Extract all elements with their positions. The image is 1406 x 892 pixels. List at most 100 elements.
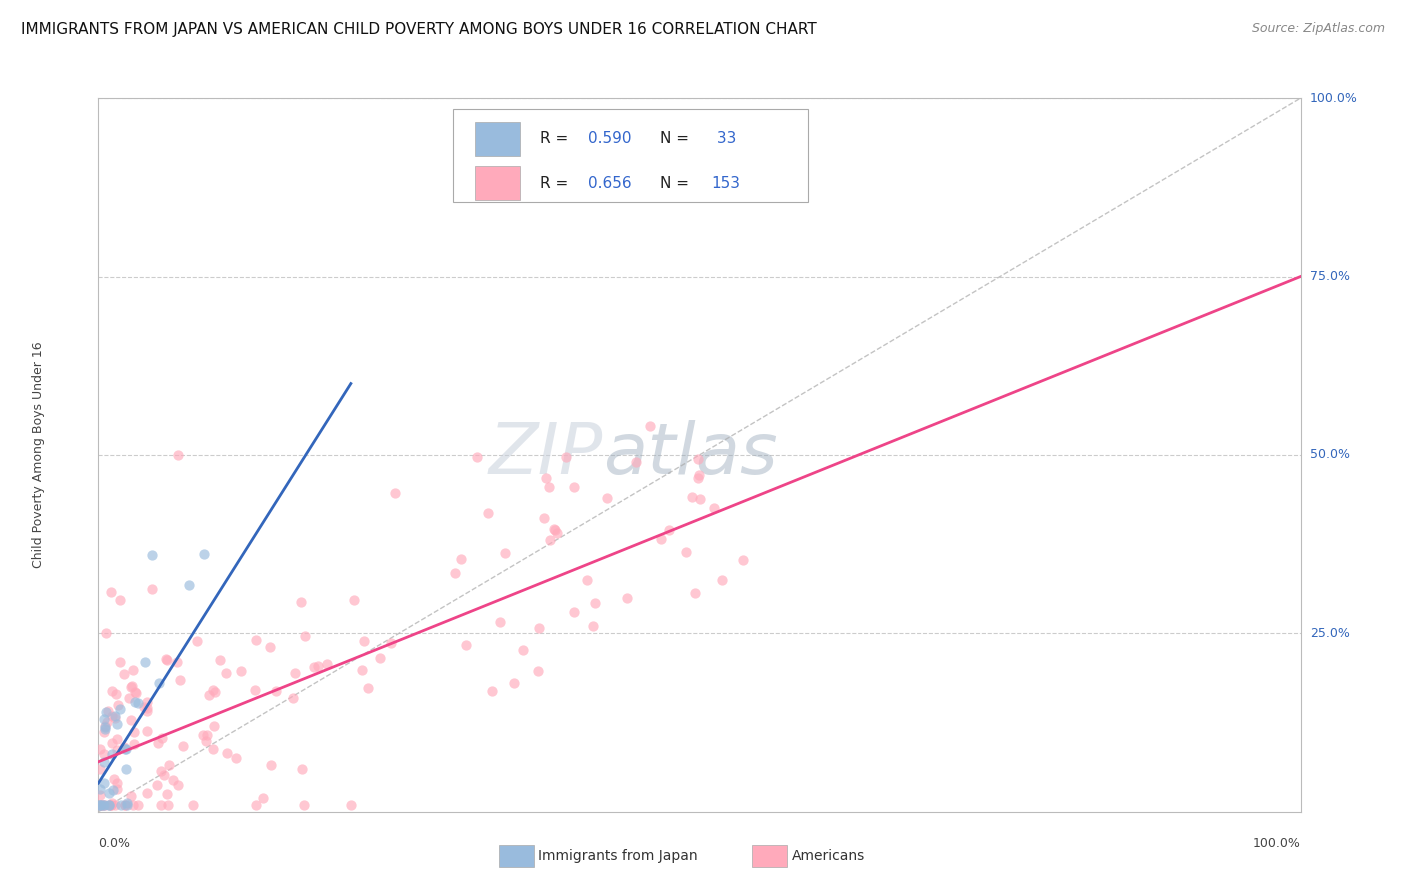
Point [710,574,733,588]
Text: 153: 153 [711,176,741,191]
Point [105,782,128,797]
Text: R =: R = [540,176,572,191]
Point [94,625,117,640]
Point [157,758,180,772]
Point [136,700,159,714]
Point [198,688,221,702]
Point [675,545,697,559]
Point [443,566,465,581]
Point [155,652,177,666]
Point [114,797,136,812]
Point [135,704,157,718]
Text: 100.0%: 100.0% [1253,837,1301,850]
Point [546,525,568,540]
Point [202,742,225,756]
Point [316,657,339,671]
Point [148,736,170,750]
Point [583,596,606,610]
Point [186,634,208,648]
Point [575,574,598,588]
Point [103,797,125,812]
Point [683,586,706,600]
Point [494,546,516,560]
Point [141,548,163,562]
Point [283,690,305,705]
Point [259,758,281,772]
Point [481,684,503,698]
Point [616,591,638,605]
Point [135,694,157,708]
Point [686,471,709,485]
Text: R =: R = [540,131,572,146]
Text: ZIP: ZIP [489,420,603,490]
Point [115,762,138,776]
Point [97,786,120,800]
Point [101,709,124,723]
Point [136,724,159,739]
Point [90,797,112,812]
Point [150,731,173,745]
Point [94,705,117,719]
Point [127,696,149,710]
Point [93,722,115,736]
Point [93,712,115,726]
Point [89,742,111,756]
Point [562,480,585,494]
Point [93,747,115,761]
Point [118,691,141,706]
Point [150,797,173,812]
Point [231,664,253,678]
FancyBboxPatch shape [475,166,520,200]
Point [127,797,149,812]
Point [527,664,550,678]
Point [104,709,127,723]
Point [141,582,163,596]
Text: N =: N = [659,131,693,146]
Point [204,684,226,698]
Point [107,698,129,713]
Point [91,797,114,812]
Point [536,471,558,485]
Point [104,687,127,701]
Point [115,741,138,756]
Point [150,764,173,778]
Point [101,782,124,797]
Point [489,615,512,629]
Point [89,788,111,802]
Point [564,605,586,619]
Point [108,593,131,607]
Point [292,797,315,812]
Point [302,660,325,674]
Point [121,789,143,803]
Point [688,467,710,482]
Point [114,741,136,756]
Point [686,452,709,467]
Point [104,711,127,725]
Point [157,797,180,812]
Point [121,680,143,694]
Point [121,797,143,812]
Point [177,578,200,592]
Point [357,681,380,695]
Point [259,640,281,655]
Point [93,756,115,770]
Point [166,655,188,669]
Point [100,684,122,698]
Point [252,790,274,805]
Point [89,797,111,812]
Point [124,684,146,698]
Point [502,676,524,690]
Point [169,673,191,687]
Point [264,684,287,698]
Point [681,490,703,504]
Text: 75.0%: 75.0% [1310,270,1350,283]
Point [135,786,157,800]
Point [225,751,247,765]
Point [537,480,560,494]
Point [96,714,118,729]
Point [115,796,138,810]
Point [101,736,124,750]
Point [112,667,135,681]
Point [703,501,725,516]
Point [97,797,120,812]
